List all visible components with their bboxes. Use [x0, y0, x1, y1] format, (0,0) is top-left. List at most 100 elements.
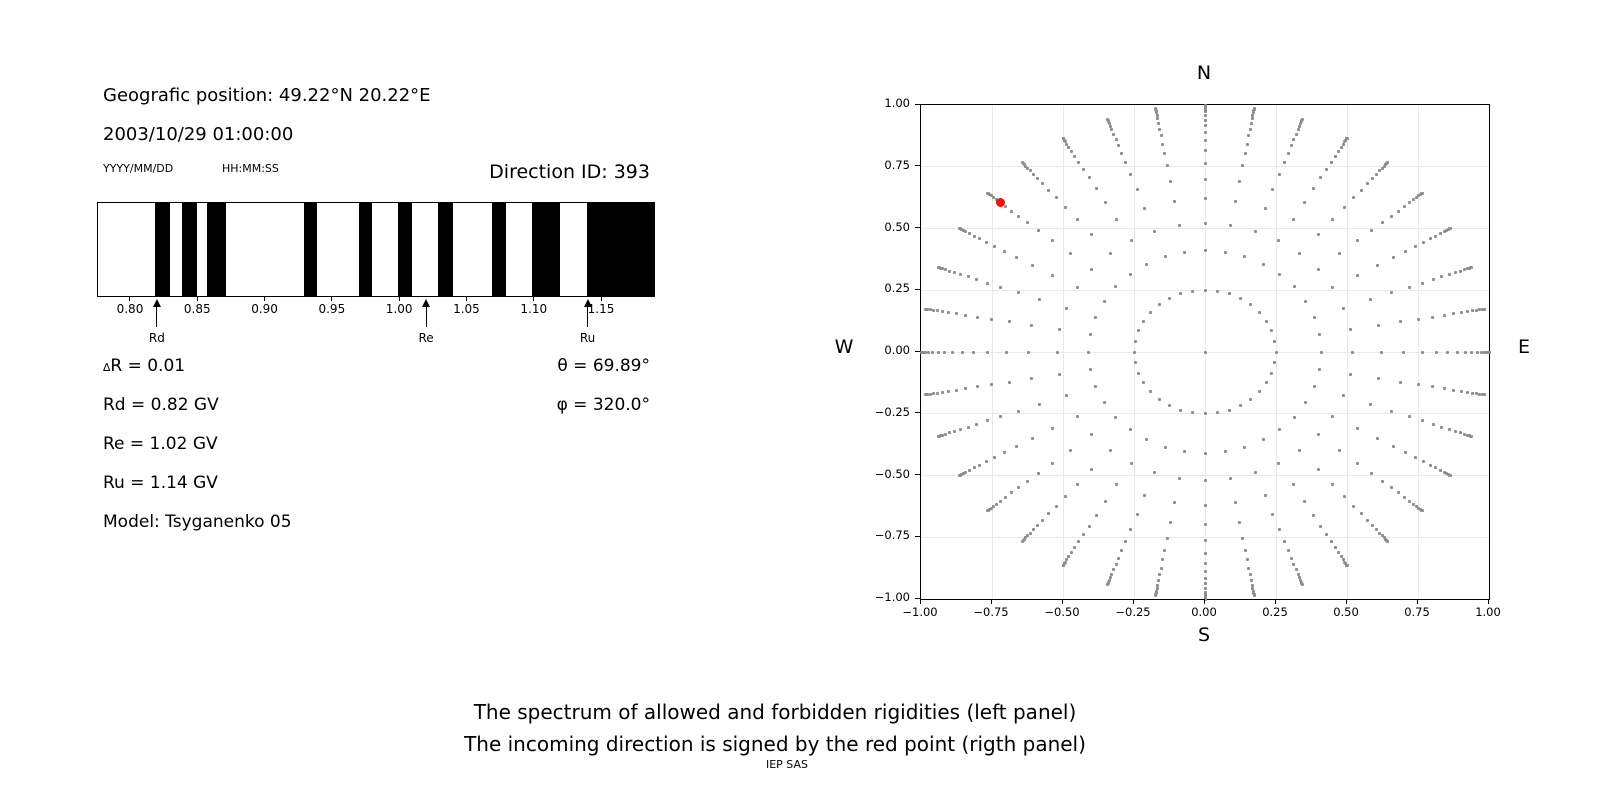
date-format-label: YYYY/MM/DD: [103, 162, 174, 175]
direction-grid-dot: [1155, 114, 1159, 118]
direction-grid-dot: [1234, 501, 1238, 505]
direction-grid-dot: [936, 350, 940, 354]
direction-grid-dot: [1104, 500, 1108, 504]
direction-grid-dot: [1487, 350, 1491, 354]
direction-grid-dot: [941, 267, 945, 271]
direction-grid-dot: [1248, 127, 1252, 131]
direction-grid-dot: [1159, 134, 1163, 138]
direction-grid-dot: [1282, 161, 1286, 165]
direction-grid-dot: [1403, 249, 1407, 253]
direction-grid-dot: [1024, 164, 1028, 168]
cutoff-arrow-shaft: [425, 306, 427, 327]
direction-grid-dot: [1064, 394, 1068, 398]
direction-grid-dot: [972, 350, 976, 354]
direction-grid-dot: [1120, 152, 1124, 156]
direction-grid-dot: [1302, 200, 1306, 204]
direction-grid-dot: [936, 266, 940, 270]
spectrum-tick-label: 1.00: [385, 302, 413, 316]
direction-grid-dot: [1417, 194, 1421, 198]
direction-grid-dot: [1129, 172, 1133, 176]
direction-grid-dot: [1286, 548, 1290, 552]
direction-grid-dot: [1106, 118, 1110, 122]
direction-grid-dot: [1413, 456, 1417, 460]
direction-grid-dot: [1203, 177, 1207, 181]
direction-grid-dot: [1365, 518, 1369, 522]
direction-grid-dot: [1378, 531, 1382, 535]
direction-grid-dot: [1047, 188, 1051, 192]
direction-grid-dot: [1172, 501, 1176, 505]
y-tick-mark: [915, 474, 920, 475]
direction-grid-dot: [989, 194, 993, 198]
direction-grid-dot: [1462, 432, 1466, 436]
spectrum-tick-mark: [600, 297, 602, 301]
param-theta: θ = 69.89°: [557, 356, 650, 376]
direction-grid-dot: [1292, 285, 1296, 289]
direction-grid-dot: [1342, 394, 1346, 398]
direction-grid-dot: [1191, 289, 1195, 293]
direction-grid-dot: [1026, 534, 1030, 538]
direction-grid-dot: [989, 506, 993, 510]
direction-grid-dot: [1094, 186, 1098, 190]
direction-grid-dot: [1108, 448, 1112, 452]
direction-grid-dot: [1028, 531, 1032, 535]
direction-grid-dot: [1343, 495, 1347, 499]
direction-grid-dot: [1274, 350, 1278, 354]
direction-grid-dot: [1026, 479, 1030, 483]
direction-grid-dot: [1434, 466, 1438, 470]
direction-grid-dot: [1239, 297, 1242, 301]
direction-grid-dot: [1203, 139, 1207, 143]
direction-grid-dot: [1007, 380, 1011, 384]
direction-grid-dot: [1094, 385, 1098, 389]
x-tick-label: 0.25: [1262, 605, 1288, 619]
direction-grid-dot: [1143, 494, 1147, 498]
direction-grid-dot: [1359, 188, 1363, 192]
direction-grid-dot: [1445, 471, 1449, 475]
direction-grid-dot: [1271, 188, 1275, 192]
direction-grid-dot: [1374, 528, 1378, 532]
grid-line-horizontal: [921, 536, 1489, 538]
direction-grid-dot: [1129, 461, 1133, 465]
direction-grid-dot: [993, 244, 997, 248]
delta-symbol: ∆: [103, 361, 111, 374]
cardinal-west-label: W: [834, 336, 854, 358]
direction-grid-dot: [989, 383, 993, 387]
y-tick-label: −0.75: [874, 528, 910, 543]
y-tick-mark: [915, 165, 920, 167]
direction-grid-dot: [1075, 286, 1079, 290]
direction-grid-dot: [1252, 107, 1256, 111]
direction-grid-dot: [1382, 164, 1386, 168]
direction-grid-dot: [1300, 118, 1304, 122]
direction-grid-dot: [1324, 167, 1328, 171]
grid-line-horizontal: [921, 475, 1489, 476]
direction-grid-dot: [1055, 350, 1059, 354]
direction-grid-dot: [1227, 408, 1231, 412]
direction-grid-dot: [1462, 268, 1466, 272]
direction-grid-dot: [960, 350, 964, 354]
direction-grid-dot: [1370, 177, 1374, 181]
direction-grid-dot: [1203, 593, 1207, 597]
direction-grid-dot: [1263, 494, 1267, 498]
direction-grid-dot: [1417, 317, 1421, 321]
direction-grid-dot: [1324, 533, 1328, 537]
direction-grid-dot: [1168, 297, 1171, 301]
direction-grid-dot: [1161, 558, 1165, 562]
y-tick-mark: [915, 350, 920, 352]
direction-grid-dot: [992, 504, 996, 508]
direction-grid-dot: [985, 419, 989, 423]
direction-grid-dot: [1158, 573, 1162, 577]
caption-credit: IEP SAS: [765, 758, 809, 771]
direction-grid-dot: [1369, 229, 1373, 233]
direction-grid-dot: [1117, 144, 1121, 148]
direction-grid-dot: [1090, 267, 1094, 271]
direction-grid-dot: [1007, 320, 1011, 324]
cutoff-marker-label: Ru: [579, 331, 596, 345]
direction-grid-dot: [1333, 154, 1337, 158]
direction-grid-dot: [1319, 524, 1323, 528]
direction-grid-dot: [1417, 383, 1421, 387]
direction-grid-dot: [1343, 205, 1347, 209]
direction-grid-dot: [1343, 560, 1347, 564]
direction-grid-dot: [1475, 350, 1479, 354]
spectrum-tick-mark: [398, 297, 400, 301]
direction-grid-dot: [1038, 402, 1042, 406]
spectrum-tick-mark: [196, 297, 198, 301]
